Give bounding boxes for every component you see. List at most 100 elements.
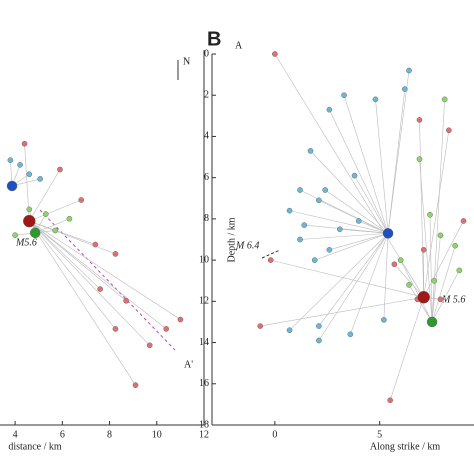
annotation: M 5.6 — [441, 294, 465, 305]
point — [66, 215, 73, 222]
link-line — [431, 245, 456, 323]
link-line — [260, 296, 424, 327]
y-tick-label: 4 — [204, 131, 209, 142]
link-line — [29, 220, 181, 320]
link-line — [383, 233, 389, 320]
link-line — [29, 220, 127, 302]
point — [21, 140, 28, 147]
annotation: N — [183, 56, 190, 67]
link-line — [423, 220, 464, 298]
link-line — [314, 233, 389, 261]
link-line — [408, 284, 433, 323]
y-tick-label: 0 — [204, 48, 209, 59]
annotation: A — [235, 40, 243, 51]
x-tick-label: 6 — [60, 429, 65, 440]
point — [446, 127, 452, 134]
link-line — [343, 95, 389, 234]
x-tick-label: 0 — [272, 429, 277, 440]
link-line — [318, 233, 389, 327]
point — [97, 286, 103, 292]
point — [29, 227, 41, 239]
link-line — [429, 214, 433, 322]
link-line — [329, 233, 389, 251]
point — [297, 187, 303, 193]
panel-label: B — [207, 28, 221, 50]
link-line — [400, 259, 433, 323]
link-line — [325, 189, 389, 234]
link-line — [318, 233, 389, 341]
point — [146, 342, 153, 349]
point — [257, 323, 264, 329]
point — [23, 214, 36, 228]
point — [286, 327, 293, 333]
point — [316, 337, 322, 344]
y-tick-label: 14 — [199, 337, 209, 348]
point — [17, 162, 23, 168]
point — [341, 92, 347, 99]
annotation: M5.6 — [15, 237, 37, 248]
link-line — [289, 210, 389, 234]
link-line — [29, 199, 82, 222]
point — [7, 157, 14, 163]
link-line — [304, 224, 389, 234]
x-tick-label: 5 — [377, 429, 382, 440]
y-tick-label: 16 — [199, 378, 209, 389]
link-line — [394, 264, 424, 298]
y-tick-label: 6 — [204, 172, 209, 183]
point — [26, 206, 33, 213]
link-line — [310, 150, 389, 234]
link-line — [29, 220, 116, 330]
point — [337, 226, 343, 232]
link-line — [289, 233, 389, 331]
x-axis-label: Along strike / km — [370, 441, 440, 452]
point — [57, 166, 63, 173]
point — [420, 247, 427, 253]
link-line — [431, 235, 441, 322]
point — [132, 382, 139, 388]
y-tick-label: 2 — [204, 90, 209, 101]
point — [322, 187, 328, 193]
point — [177, 316, 184, 323]
link-line — [329, 109, 389, 234]
point — [437, 232, 444, 239]
fault-mark — [261, 249, 281, 259]
point — [427, 211, 433, 218]
point — [372, 96, 379, 103]
point — [112, 326, 119, 332]
point — [163, 326, 170, 332]
point — [437, 296, 444, 303]
point — [326, 247, 333, 253]
point — [267, 257, 274, 263]
link-line — [29, 220, 136, 386]
point — [387, 397, 393, 404]
point — [417, 291, 430, 304]
point — [92, 241, 99, 248]
link-line — [270, 259, 424, 298]
annotation: A' — [184, 359, 193, 370]
point — [272, 51, 278, 57]
profile-line — [39, 209, 176, 351]
point — [78, 197, 85, 203]
link-line — [389, 297, 424, 401]
annotation: M 6.4 — [235, 240, 259, 251]
link-line — [29, 220, 101, 290]
link-line — [387, 70, 410, 234]
point — [26, 171, 33, 178]
link-line — [431, 270, 460, 323]
point — [301, 222, 308, 228]
point — [416, 156, 423, 162]
link-line — [387, 89, 406, 234]
point — [6, 180, 18, 192]
link-line — [419, 159, 433, 322]
point — [286, 207, 293, 214]
point — [452, 242, 458, 249]
point — [397, 257, 404, 263]
y-tick-label: 12 — [199, 296, 209, 307]
link-line — [29, 220, 150, 346]
point — [347, 331, 354, 338]
point — [381, 317, 387, 323]
point — [311, 257, 318, 263]
point — [406, 282, 412, 288]
point — [37, 176, 43, 182]
